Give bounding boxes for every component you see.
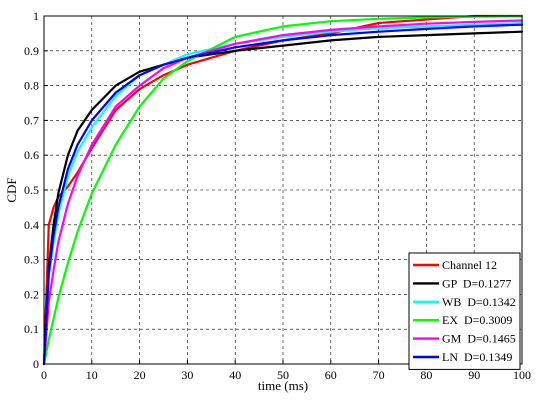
y-tick-label: 0.3 — [24, 253, 39, 267]
x-tick-labels: 0 10 20 30 40 50 60 70 80 90 100 — [41, 360, 531, 382]
legend-label-2: WB D=0.1342 — [442, 295, 516, 309]
series-line-5 — [42, 23, 524, 366]
x-tick-label: 70 — [373, 368, 385, 382]
series-line-1 — [42, 30, 524, 366]
y-axis-label: CDF — [4, 177, 19, 202]
legend-label-5: LN D=0.1349 — [442, 350, 512, 364]
y-tick-label: 0.1 — [24, 322, 39, 336]
legend-label-0: Channel 12 — [442, 258, 497, 272]
y-tick-label: 0.4 — [24, 218, 39, 232]
series-line-3 — [42, 15, 524, 366]
x-tick-label: 0 — [41, 368, 47, 382]
y-tick-label: 0.2 — [24, 287, 39, 301]
series-layer — [42, 14, 524, 366]
y-tick-label: 0.8 — [24, 79, 39, 93]
y-tick-label: 0 — [33, 357, 39, 371]
y-tick-label: 1 — [33, 9, 39, 23]
x-tick-label: 100 — [513, 368, 531, 382]
series-line-4 — [42, 19, 524, 366]
x-tick-label: 40 — [229, 368, 241, 382]
legend-label-1: GP D=0.1277 — [442, 276, 511, 290]
x-tick-label: 10 — [86, 368, 98, 382]
legend-label-3: EX D=0.3009 — [442, 313, 512, 327]
y-tick-label: 0.6 — [24, 148, 39, 162]
x-tick-label: 50 — [277, 368, 289, 382]
y-tick-label: 0.9 — [24, 44, 39, 58]
x-tick-label: 80 — [420, 368, 432, 382]
y-tick-label: 0.5 — [24, 183, 39, 197]
x-tick-label: 90 — [468, 368, 480, 382]
x-tick-label: 60 — [325, 368, 337, 382]
y-tick-label: 0.7 — [24, 113, 39, 127]
y-tick-labels: 0 0.1 0.2 0.3 0.4 0.5 0.6 0.7 0.8 0.9 1 — [24, 9, 48, 371]
legend-label-4: GM D=0.1465 — [442, 332, 516, 346]
x-tick-label: 30 — [181, 368, 193, 382]
legend-box — [408, 252, 521, 370]
x-axis-label: time (ms) — [258, 378, 308, 393]
legend: Channel 12 GP D=0.1277 WB D=0.1342 EX D=0.3… — [408, 252, 521, 370]
x-tick-label: 20 — [134, 368, 146, 382]
